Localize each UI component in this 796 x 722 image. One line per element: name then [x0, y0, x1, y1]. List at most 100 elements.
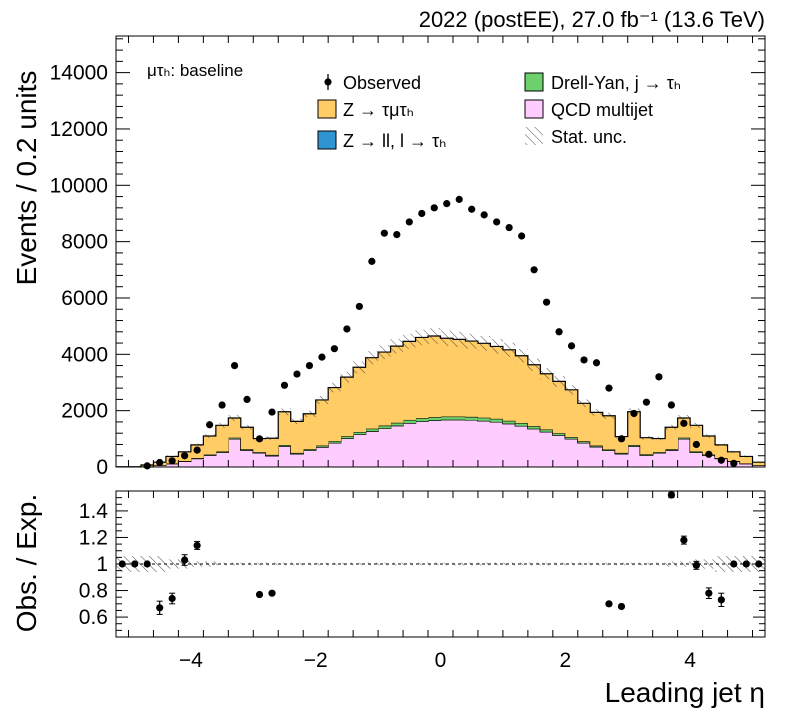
stack-bar-3-17	[328, 387, 342, 442]
main-pad: 0 2000 4000 6000 8000 10000 12000 14000 Events …	[11, 35, 766, 479]
stat-band-36	[565, 385, 578, 395]
stack-bar-3-38	[590, 412, 604, 446]
legend-stat: Stat. unc.	[525, 127, 627, 147]
stack-bar-0-34	[540, 431, 554, 467]
stat-band-39	[602, 412, 616, 419]
observed-point	[380, 229, 388, 237]
ratio-band-bin	[452, 562, 466, 566]
observed-point	[493, 218, 501, 226]
stack-bar-3-39	[602, 415, 616, 450]
stat-band-37	[577, 399, 591, 408]
stack-bar-3-21	[378, 352, 391, 426]
stack-bar-3-10	[240, 427, 254, 450]
stack-bar-2-31	[502, 420, 516, 424]
stat-band-42	[640, 435, 653, 440]
observed-point	[181, 452, 189, 460]
stack-bar-2-16	[315, 445, 329, 447]
x-axis-label: Leading jet η	[605, 677, 765, 708]
stat-band-9	[228, 415, 241, 421]
stack-bar-3-30	[490, 346, 504, 419]
ratio-y-tick-label: 0.6	[79, 606, 108, 629]
stack-bar-2-23	[403, 419, 416, 424]
observed-point	[368, 257, 376, 265]
stack-bar-0-27	[452, 419, 466, 467]
stack-bar-2-29	[477, 417, 491, 421]
stack-bar-3-20	[365, 357, 379, 429]
x-tick-label: 0	[435, 649, 447, 672]
observed-point	[655, 373, 663, 381]
observed-point	[592, 359, 601, 367]
y-tick-label: 8000	[61, 231, 108, 254]
observed-point	[580, 356, 588, 364]
stat-band-7	[203, 434, 216, 438]
observed-point	[443, 200, 451, 208]
stack-bar-3-16	[315, 399, 329, 446]
y-axis-label: Events / 0.2 units	[11, 71, 42, 286]
ratio-band-bin	[315, 562, 329, 566]
ratio-point	[692, 561, 700, 569]
stat-band-8	[215, 422, 229, 428]
stack-bar-0-23	[403, 423, 416, 467]
ratio-band-bin	[477, 562, 491, 566]
ratio-band-bin	[240, 562, 254, 566]
stack-bar-2-27	[452, 416, 466, 420]
observed-point	[530, 266, 538, 274]
stack-bar-3-49	[727, 451, 741, 462]
ratio-band-bin	[303, 562, 316, 566]
stack-bar-3-25	[428, 336, 441, 418]
stack-bar-0-40	[615, 453, 629, 467]
observed-point	[206, 421, 214, 429]
observed-point	[405, 218, 413, 226]
stack-bar-0-31	[502, 423, 516, 467]
stack-bar-3-13	[278, 411, 292, 446]
ratio-band-bin	[627, 562, 641, 566]
stack-bar-2-22	[390, 422, 404, 426]
stack-bar-0-12	[265, 455, 279, 467]
stat-band-18	[340, 371, 354, 383]
stat-band-32	[515, 349, 528, 363]
ratio-band-bin	[552, 562, 566, 566]
ratio-band-bin	[415, 562, 429, 566]
x-tick-label: 2	[559, 649, 571, 672]
stack-bar-2-20	[365, 428, 379, 432]
stack-bar-2-33	[527, 426, 541, 429]
stack-bar-0-39	[602, 450, 616, 467]
stack-bar-0-35	[552, 435, 566, 467]
main-frame	[115, 35, 766, 468]
stat-band-4	[165, 455, 179, 458]
stack-bar-3-15	[303, 413, 317, 450]
stat-band-21	[378, 345, 391, 359]
stack-bar-2-26	[440, 416, 454, 420]
ratio-band-bin	[465, 562, 478, 566]
stat-band-13	[278, 408, 291, 416]
ratio-y-tick-label: 1.2	[79, 526, 108, 549]
stack-bar-0-44	[665, 450, 679, 467]
observed-point	[455, 195, 463, 203]
ratio-points	[118, 491, 763, 615]
ratio-band-bin	[527, 562, 541, 566]
observed-point	[318, 353, 326, 361]
stat-band-38	[590, 409, 603, 416]
y-tick-label: 12000	[50, 118, 108, 141]
stack-bar-3-23	[403, 341, 416, 420]
ratio-stat-band	[116, 556, 765, 572]
x-tick-label: −2	[304, 649, 328, 672]
ratio-band-bin	[652, 562, 666, 566]
stat-band-33	[527, 358, 541, 371]
stat-band-17	[328, 382, 341, 393]
observed-point	[330, 345, 339, 353]
stack-bar-3-47	[702, 436, 716, 455]
ratio-point	[131, 560, 139, 568]
ratio-pad: 0.6 0.8 1 1.2 1.4 −4 −2 0 2 4 Obs. / Exp.	[11, 490, 766, 672]
stack-bar-0-29	[477, 420, 491, 467]
stack-bar-0-20	[365, 431, 379, 467]
observed-point	[480, 211, 488, 219]
stack-bar-0-19	[353, 434, 367, 467]
ratio-y-tick-label: 1	[96, 553, 108, 576]
observed-point	[705, 450, 713, 458]
ratio-point	[705, 589, 713, 597]
stat-band-49	[727, 450, 741, 453]
y-tick-label: 6000	[61, 287, 108, 310]
ratio-band-bin	[490, 562, 503, 566]
ratio-point	[680, 536, 688, 544]
